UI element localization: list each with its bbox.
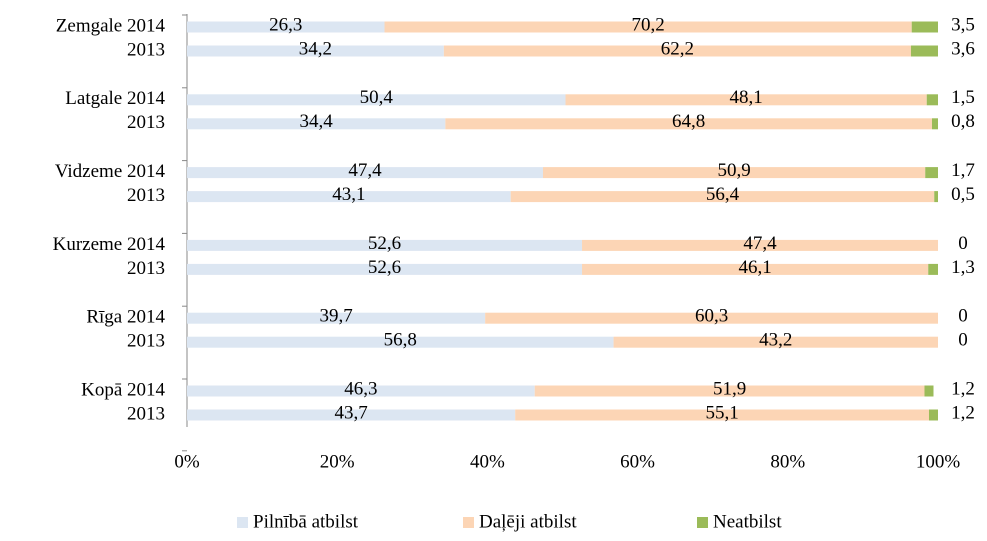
- bar-segment: [187, 94, 566, 106]
- bar-segment: [187, 312, 486, 324]
- bar-segment: [384, 21, 912, 33]
- bar-segment: [542, 167, 926, 179]
- bar-segment: [187, 385, 535, 397]
- bar-segment: [582, 239, 938, 251]
- bar-segment: [187, 336, 614, 348]
- bar-segment: [187, 263, 583, 275]
- data-label: 56,8: [384, 330, 417, 351]
- y-tick-label: Kopā 2014: [81, 379, 165, 400]
- y-tick-label: 2013: [127, 331, 165, 352]
- y-tick-label: 2013: [127, 112, 165, 133]
- data-label: 51,9: [713, 378, 746, 399]
- bar-segment: [187, 21, 385, 33]
- bar-segment: [187, 409, 516, 421]
- x-tick-label: 40%: [470, 451, 505, 472]
- data-label: 1,2: [951, 378, 975, 399]
- y-tick-label: Zemgale 2014: [56, 15, 166, 36]
- bar-segment: [187, 167, 543, 179]
- bar-segment: [931, 118, 938, 130]
- data-label: 46,3: [344, 378, 377, 399]
- data-label: 1,5: [951, 87, 975, 108]
- bar-segment: [187, 239, 583, 251]
- y-tick-label: Kurzeme 2014: [53, 234, 166, 255]
- bar-segment: [934, 191, 938, 203]
- legend-swatch: [697, 517, 708, 528]
- bar-segment: [515, 409, 929, 421]
- bar-segment: [925, 167, 938, 179]
- data-label: 55,1: [705, 402, 738, 423]
- y-tick-label: Rīga 2014: [86, 307, 165, 328]
- data-label: 0: [958, 306, 968, 327]
- data-label: 70,2: [631, 14, 664, 35]
- x-tick-label: 100%: [916, 451, 961, 472]
- data-label: 3,5: [951, 14, 975, 35]
- bar-segment: [613, 336, 938, 348]
- data-label: 3,6: [951, 38, 975, 59]
- data-label: 26,3: [269, 14, 302, 35]
- data-label: 50,9: [717, 160, 750, 181]
- legend-swatch: [463, 517, 474, 528]
- data-label: 48,1: [729, 87, 762, 108]
- legend-label: Daļēji atbilst: [479, 511, 577, 532]
- x-tick-label: 60%: [620, 451, 655, 472]
- bar-segment: [565, 94, 927, 106]
- data-label: 43,7: [334, 402, 367, 423]
- data-label: 1,7: [951, 160, 975, 181]
- data-label: 34,2: [299, 38, 332, 59]
- data-label: 60,3: [695, 306, 728, 327]
- data-label: 1,3: [951, 257, 975, 278]
- bar-segment: [445, 118, 932, 130]
- legend-label: Pilnībā atbilst: [253, 511, 359, 532]
- data-label: 43,2: [759, 330, 792, 351]
- data-label: 52,6: [368, 257, 401, 278]
- y-tick-label: 2013: [127, 258, 165, 279]
- bar-segment: [510, 191, 935, 203]
- data-label: 50,4: [360, 87, 394, 108]
- data-label: 52,6: [368, 233, 401, 254]
- bar-segment: [911, 21, 938, 33]
- bar-segment: [485, 312, 938, 324]
- data-label: 64,8: [672, 111, 705, 132]
- y-tick-label: Latgale 2014: [65, 88, 165, 109]
- data-label: 43,1: [332, 184, 365, 205]
- data-label: 0,5: [951, 184, 975, 205]
- bar-segment: [187, 45, 444, 57]
- data-label: 47,4: [743, 233, 777, 254]
- x-tick-label: 20%: [320, 451, 355, 472]
- x-tick-label: 0%: [174, 451, 200, 472]
- bar-segment: [928, 409, 938, 421]
- data-label: 56,4: [706, 184, 740, 205]
- legend-swatch: [237, 517, 248, 528]
- data-label: 1,2: [951, 402, 975, 423]
- bar-segment: [187, 118, 446, 130]
- bar-segment: [910, 45, 938, 57]
- data-label: 46,1: [739, 257, 772, 278]
- x-tick-label: 80%: [770, 451, 805, 472]
- bar-segment: [534, 385, 925, 397]
- bar-segment: [187, 191, 511, 203]
- data-label: 0,8: [951, 111, 975, 132]
- legend-label: Neatbilst: [713, 511, 782, 532]
- bar-segment: [582, 263, 929, 275]
- data-label: 0: [958, 233, 968, 254]
- y-tick-label: 2013: [127, 185, 165, 206]
- y-tick-label: Vidzeme 2014: [55, 161, 166, 182]
- y-tick-label: 2013: [127, 39, 165, 60]
- data-label: 34,4: [300, 111, 334, 132]
- data-label: 62,2: [661, 38, 694, 59]
- y-tick-label: 2013: [127, 403, 165, 424]
- bar-segment: [443, 45, 911, 57]
- data-label: 39,7: [319, 306, 352, 327]
- bar-segment: [928, 263, 938, 275]
- data-label: 47,4: [348, 160, 382, 181]
- bar-segment: [926, 94, 938, 106]
- bar-segment: [924, 385, 934, 397]
- data-label: 0: [958, 330, 968, 351]
